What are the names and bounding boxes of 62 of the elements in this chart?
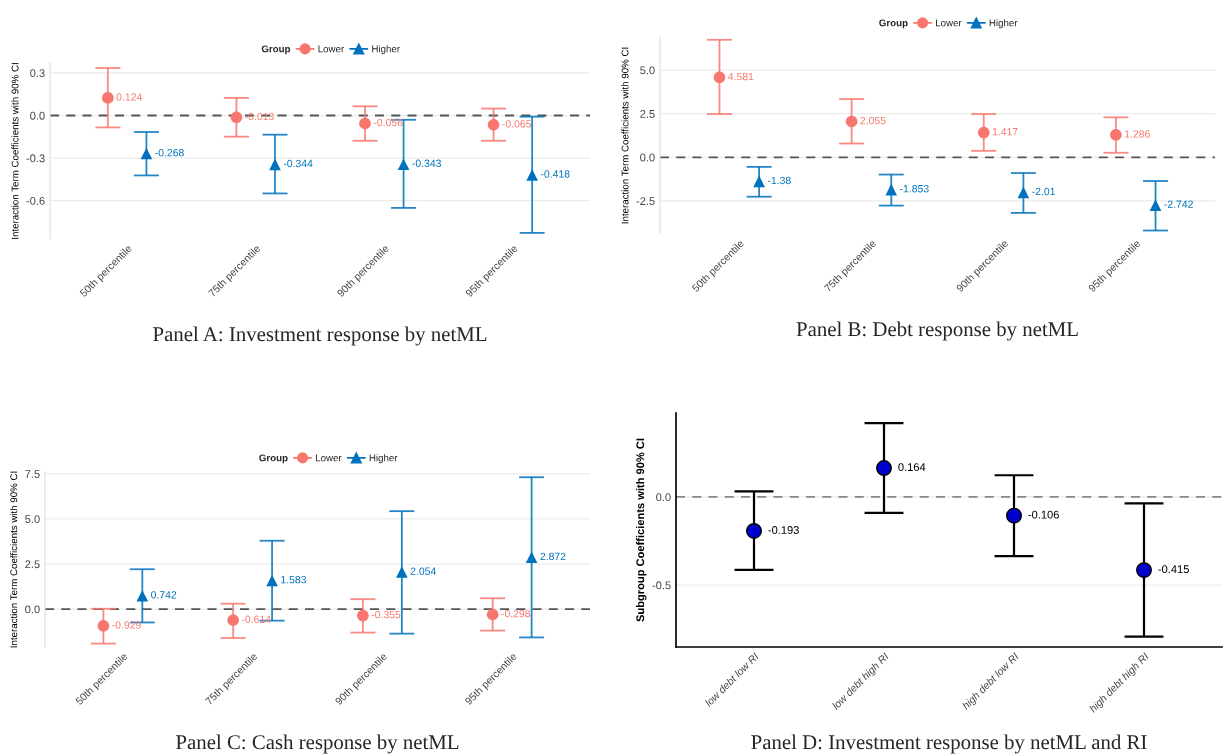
data-label: -0.418 bbox=[540, 170, 570, 178]
y-axis-title: Interaction Term Coefficients with 90% CI bbox=[10, 471, 18, 648]
data-label: 0.124 bbox=[116, 93, 142, 101]
legend-label: Higher bbox=[369, 454, 398, 464]
data-label: 2.872 bbox=[540, 552, 566, 561]
y-tick-label: 5.0 bbox=[640, 66, 655, 75]
y-tick-label: 5.0 bbox=[25, 515, 40, 524]
text: Panel B: Debt response by netML bbox=[796, 321, 1078, 341]
data-label: -0.415 bbox=[1158, 565, 1189, 574]
y-tick-label: 0.0 bbox=[25, 605, 40, 614]
data-label: -0.268 bbox=[155, 148, 184, 157]
y-tick-label: 2.5 bbox=[25, 560, 40, 569]
data-label: -0.344 bbox=[283, 159, 313, 168]
y-axis-title: Interaction Term Coefficients with 90% CI bbox=[621, 47, 629, 224]
point bbox=[1136, 562, 1152, 579]
text: Panel A: Investment response by netML bbox=[153, 326, 487, 346]
text: Panel C: Cash response by netML bbox=[176, 734, 459, 754]
y-tick-label: 7.5 bbox=[25, 470, 40, 478]
y-tick-label: 2.5 bbox=[640, 109, 655, 118]
y-tick-label: -2.5 bbox=[636, 197, 655, 206]
data-label: 1.286 bbox=[1125, 130, 1150, 138]
data-label: 1.583 bbox=[281, 575, 307, 584]
legend-label: Lower bbox=[318, 45, 345, 53]
data-label: -0.298 bbox=[501, 609, 531, 618]
data-label: -0.056 bbox=[373, 118, 403, 127]
y-tick-label: -0.6 bbox=[26, 196, 45, 205]
y-tick-label: -0.5 bbox=[652, 581, 671, 590]
data-label: -0.193 bbox=[768, 526, 799, 534]
data-label: 2.054 bbox=[410, 567, 436, 575]
data-label: -2.742 bbox=[1164, 200, 1193, 208]
point bbox=[746, 522, 762, 539]
data-label: 1.417 bbox=[992, 128, 1018, 136]
data-label: 4.581 bbox=[728, 72, 754, 81]
point bbox=[1006, 507, 1022, 524]
legend-label: Higher bbox=[989, 19, 1018, 29]
data-label: -1.38 bbox=[767, 176, 791, 185]
data-label: -0.106 bbox=[1028, 510, 1059, 519]
y-tick-label: 0.0 bbox=[656, 493, 671, 502]
legend-title: Group bbox=[259, 454, 288, 464]
y-tick-label: 0.0 bbox=[30, 111, 45, 120]
data-label: -2.01 bbox=[1032, 187, 1055, 196]
data-label: -0.355 bbox=[371, 610, 401, 619]
legend-label: Lower bbox=[316, 454, 342, 462]
data-label: 0.742 bbox=[151, 591, 177, 599]
data-label: -0.343 bbox=[412, 159, 441, 167]
data-label: -1.853 bbox=[900, 185, 929, 193]
data-label: -0.614 bbox=[241, 615, 271, 623]
data-label: -0.929 bbox=[112, 621, 141, 629]
y-tick-label: 0.3 bbox=[30, 69, 45, 78]
legend-title: Group bbox=[879, 19, 908, 29]
text: Panel D: Investment response by netML and RI bbox=[751, 734, 1147, 754]
legend-label: Lower bbox=[936, 19, 962, 27]
point bbox=[876, 460, 892, 476]
y-tick-label: -0.3 bbox=[26, 154, 45, 163]
y-tick-label: 0.0 bbox=[640, 153, 655, 162]
data-label: -0.065 bbox=[502, 120, 531, 128]
y-axis-title: Interaction Term Coefficients with 90% CI bbox=[11, 63, 19, 239]
legend-title: Group bbox=[261, 45, 291, 55]
legend-label: Higher bbox=[372, 45, 400, 55]
y-axis-title: Subgroup Coefficients with 90% CI bbox=[636, 438, 647, 622]
data-label: 0.164 bbox=[898, 463, 926, 471]
data-label: 2.055 bbox=[860, 116, 886, 125]
